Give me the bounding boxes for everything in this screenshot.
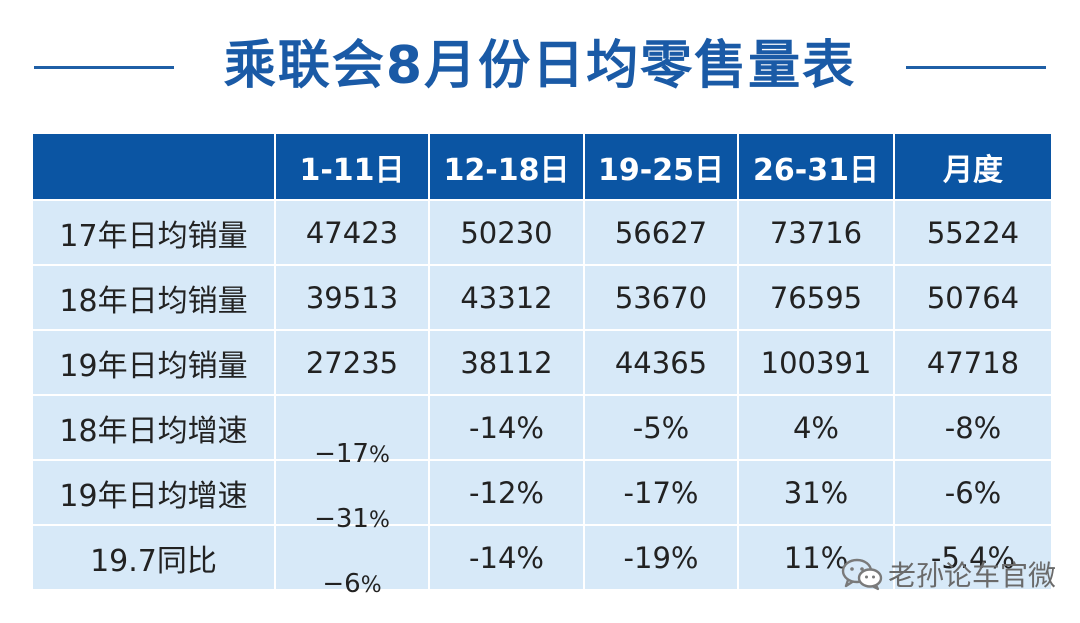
page-title: 乘联会8月份日均零售量表 — [223, 36, 857, 96]
table-cell: 43312 — [429, 265, 585, 331]
header-corner — [33, 134, 276, 201]
table-cell: 38112 — [429, 330, 585, 396]
row-label: 19年日均销量 — [33, 330, 276, 396]
table-cell: 47423 — [275, 200, 430, 266]
row-label: 19年日均增速 — [33, 460, 276, 526]
sales-table-container: 1-11日 12-18日 19-25日 26-31日 月度 17年日均销量 47… — [33, 134, 1051, 599]
table-cell: -6% — [894, 460, 1051, 526]
header-period-12-18: 12-18日 — [429, 134, 585, 201]
table-cell: 11% — [738, 525, 895, 589]
table-cell: 50764 — [894, 265, 1051, 331]
title-divider-right — [906, 66, 1046, 69]
cell-percent-sign: % — [368, 442, 390, 468]
table-cell: -8% — [894, 395, 1051, 461]
table-cell: -5% — [584, 395, 739, 461]
table-cell: -14% — [429, 525, 585, 589]
table-cell: -19% — [584, 525, 739, 589]
row-label: 17年日均销量 — [33, 200, 276, 266]
header-period-26-31: 26-31日 — [738, 134, 895, 201]
table-cell: -17% — [584, 460, 739, 526]
row-label: 19.7同比 — [33, 525, 276, 589]
daily-retail-sales-table: 1-11日 12-18日 19-25日 26-31日 月度 17年日均销量 47… — [33, 134, 1051, 599]
table-row: 18年日均销量 39513 43312 53670 76595 50764 — [33, 265, 1051, 331]
table-cell: 56627 — [584, 200, 739, 266]
header-monthly: 月度 — [894, 134, 1051, 201]
cell-percent-sign: % — [368, 507, 390, 533]
table-cell: 73716 — [738, 200, 895, 266]
header-period-1-11: 1-11日 — [275, 134, 430, 201]
row-label: 18年日均增速 — [33, 395, 276, 461]
cell-number: −6 — [322, 568, 361, 599]
table-cell: -5.4% — [894, 525, 1051, 589]
table-cell: −31% — [275, 460, 430, 534]
cell-number: −17 — [314, 438, 369, 469]
table-cell: -12% — [429, 460, 585, 526]
table-cell: 100391 — [738, 330, 895, 396]
cell-number: −31 — [314, 503, 369, 534]
table-cell: 50230 — [429, 200, 585, 266]
table-header-row: 1-11日 12-18日 19-25日 26-31日 月度 — [33, 134, 1051, 201]
row-label: 18年日均销量 — [33, 265, 276, 331]
table-cell: 44365 — [584, 330, 739, 396]
table-row: 19.7同比 −6% -14% -19% 11% -5.4% — [33, 525, 1051, 599]
table-cell: −6% — [275, 525, 430, 599]
table-cell: 31% — [738, 460, 895, 526]
table-row: 18年日均增速 −17% -14% -5% 4% -8% — [33, 395, 1051, 469]
table-row: 17年日均销量 47423 50230 56627 73716 55224 — [33, 200, 1051, 266]
cell-percent-sign: % — [360, 572, 382, 598]
table-cell: 27235 — [275, 330, 430, 396]
title-area: 乘联会8月份日均零售量表 — [0, 0, 1080, 120]
table-cell: 39513 — [275, 265, 430, 331]
table-cell: 53670 — [584, 265, 739, 331]
table-cell: -14% — [429, 395, 585, 461]
header-period-19-25: 19-25日 — [584, 134, 739, 201]
table-cell: 47718 — [894, 330, 1051, 396]
table-cell: 55224 — [894, 200, 1051, 266]
table-row: 19年日均销量 27235 38112 44365 100391 47718 — [33, 330, 1051, 396]
table-cell: 4% — [738, 395, 895, 461]
table-row: 19年日均增速 −31% -12% -17% 31% -6% — [33, 460, 1051, 534]
table-cell: 76595 — [738, 265, 895, 331]
title-divider-left — [34, 66, 174, 69]
table-cell: −17% — [275, 395, 430, 469]
